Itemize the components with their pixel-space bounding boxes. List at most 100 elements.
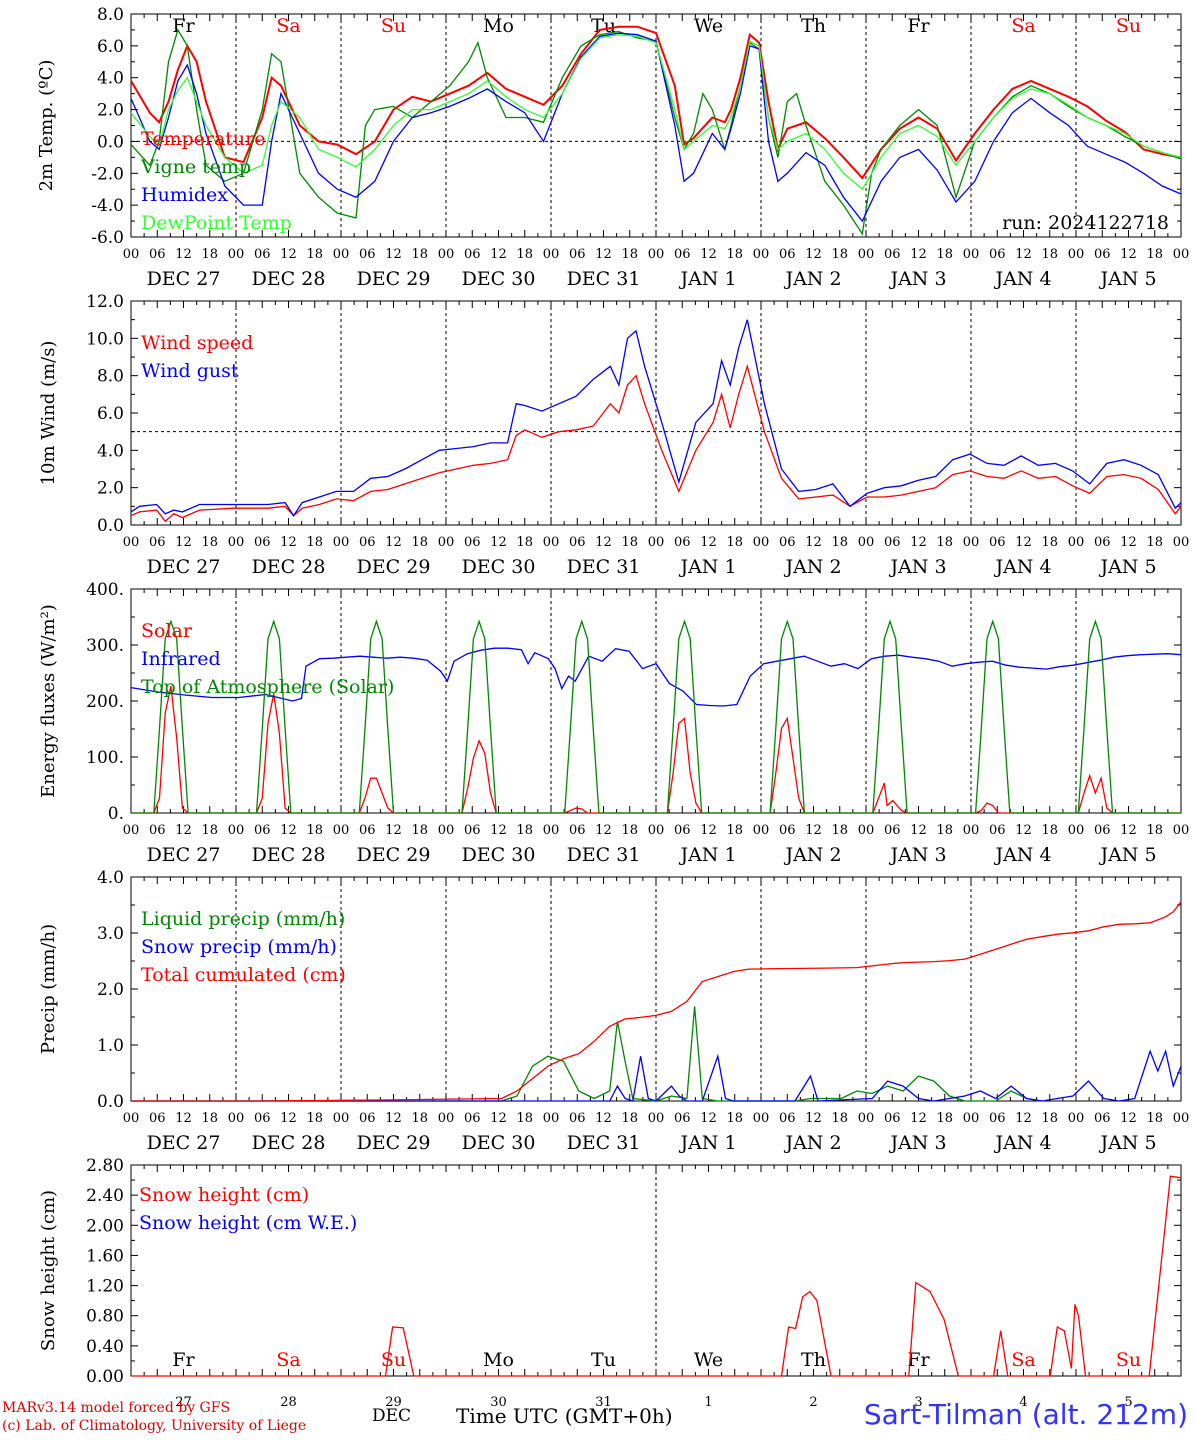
- x-hour-label: 12: [700, 247, 717, 262]
- x-hour-label: 12: [490, 1111, 507, 1126]
- x-hour-label: 06: [884, 247, 901, 262]
- y-tick-label: 4.0: [97, 868, 124, 888]
- weekday-label: Su: [381, 15, 406, 37]
- x-day-label: JAN 3: [888, 1132, 946, 1154]
- x-hour-label: 18: [201, 247, 218, 262]
- x-hour-label: 18: [201, 535, 218, 550]
- y-tick-label: 3.0: [97, 924, 124, 944]
- series-line: [130, 28, 1182, 236]
- x-hour-label: 12: [1015, 1111, 1032, 1126]
- x-hour-label: 12: [805, 535, 822, 550]
- y-tick-label: 10.0: [86, 329, 124, 349]
- x-day-label: JAN 1: [678, 268, 736, 290]
- weekday-label: Fr: [907, 1349, 930, 1371]
- x-day-label: DEC 30: [462, 844, 536, 866]
- x-hour-label: 12: [490, 247, 507, 262]
- weekday-label: Fr: [172, 15, 195, 37]
- y-axis-label: 10m Wind (m/s): [38, 341, 59, 486]
- x-hour-label: 06: [884, 823, 901, 838]
- x-hour-label: 12: [805, 1111, 822, 1126]
- x-hour-label: 18: [306, 535, 323, 550]
- x-hour-label: 06: [779, 247, 796, 262]
- x-hour-label: 18: [306, 247, 323, 262]
- y-tick-label: 300.: [86, 636, 124, 656]
- x-day-number: 2: [809, 1395, 817, 1410]
- copyright-credit: (c) Lab. of Climatology, University of L…: [2, 1418, 307, 1434]
- x-hour-label: 00: [543, 535, 560, 550]
- x-hour-label: 00: [963, 1111, 980, 1126]
- x-hour-label: 00: [858, 1111, 875, 1126]
- x-hour-label: 06: [464, 247, 481, 262]
- x-hour-label: 06: [779, 823, 796, 838]
- y-axis-label: Energy fluxes (W/m²): [38, 604, 59, 798]
- x-day-label: DEC 31: [567, 1132, 641, 1154]
- x-day-label: JAN 5: [1098, 844, 1156, 866]
- x-hour-label: 00: [648, 535, 665, 550]
- x-day-label: DEC 28: [252, 556, 326, 578]
- legend-entry: Snow precip (mm/h): [141, 936, 337, 958]
- weekday-label: Fr: [907, 15, 930, 37]
- x-hour-label: 00: [228, 1111, 245, 1126]
- x-day-label: DEC 29: [357, 268, 431, 290]
- x-day-label: DEC 29: [357, 556, 431, 578]
- x-hour-label: 00: [753, 823, 770, 838]
- legend-entry: Vigne temp: [140, 156, 251, 178]
- x-hour-label: 12: [1015, 247, 1032, 262]
- legend-entry: Wind speed: [141, 332, 253, 354]
- x-hour-label: 00: [123, 823, 140, 838]
- x-hour-label: 18: [516, 823, 533, 838]
- x-hour-label: 12: [280, 1111, 297, 1126]
- x-hour-label: 18: [831, 247, 848, 262]
- x-hour-label: 06: [149, 823, 166, 838]
- x-hour-label: 18: [621, 1111, 638, 1126]
- y-tick-label: 2.0: [97, 101, 124, 121]
- y-axis-label: Precip (mm/h): [38, 924, 59, 1054]
- x-hour-label: 18: [1146, 1111, 1163, 1126]
- y-tick-label: -4.0: [91, 196, 124, 216]
- x-hour-label: 00: [333, 247, 350, 262]
- x-hour-label: 18: [621, 247, 638, 262]
- x-day-number: 27: [175, 1395, 192, 1410]
- x-hour-label: 18: [831, 535, 848, 550]
- weekday-label: Su: [1116, 1349, 1141, 1371]
- x-hour-label: 00: [648, 1111, 665, 1126]
- series-line: [131, 1048, 1182, 1102]
- x-day-label: DEC 31: [567, 844, 641, 866]
- x-day-label: JAN 2: [783, 268, 841, 290]
- x-hour-label: 18: [201, 1111, 218, 1126]
- legend-entry: Liquid precip (mm/h): [141, 908, 345, 930]
- y-tick-label: 12.0: [86, 292, 124, 312]
- x-hour-label: 12: [700, 823, 717, 838]
- y-tick-label: 8.0: [97, 367, 124, 387]
- x-hour-label: 12: [595, 535, 612, 550]
- x-hour-label: 12: [490, 823, 507, 838]
- x-day-label: JAN 4: [993, 844, 1051, 866]
- y-tick-label: 400.: [86, 580, 124, 600]
- x-day-label: JAN 1: [678, 556, 736, 578]
- x-hour-label: 00: [753, 1111, 770, 1126]
- x-hour-label: 12: [700, 1111, 717, 1126]
- x-hour-label: 00: [333, 1111, 350, 1126]
- legend-entry: Snow height (cm W.E.): [139, 1212, 357, 1234]
- x-day-label: DEC 27: [147, 556, 221, 578]
- x-hour-label: 06: [989, 247, 1006, 262]
- x-hour-label: 06: [359, 247, 376, 262]
- series-line: [130, 32, 1182, 223]
- legend-entry: Infrared: [141, 648, 221, 670]
- x-hour-label: 00: [858, 535, 875, 550]
- series-line: [131, 1006, 1043, 1102]
- x-hour-label: 06: [464, 1111, 481, 1126]
- plot-frame: [130, 300, 1182, 526]
- x-hour-label: 06: [674, 247, 691, 262]
- x-hour-label: 00: [963, 823, 980, 838]
- panel-4: 4.0 3.0 2.0 1.0 0.0 Precip (mm/h) 00 06 12 18 DEC …: [38, 868, 1189, 1154]
- panel-3: 400. 300. 200. 100. 0. Energy fluxes (W/m²) 00…: [38, 580, 1189, 866]
- y-tick-label: -2.0: [91, 164, 124, 184]
- weekday-label: Sa: [276, 15, 300, 37]
- y-tick-label: -6.0: [91, 228, 124, 248]
- x-hour-label: 12: [1120, 1111, 1137, 1126]
- x-day-number: 31: [595, 1395, 612, 1410]
- x-day-label: JAN 4: [993, 268, 1051, 290]
- weekday-label: Mo: [483, 1349, 514, 1371]
